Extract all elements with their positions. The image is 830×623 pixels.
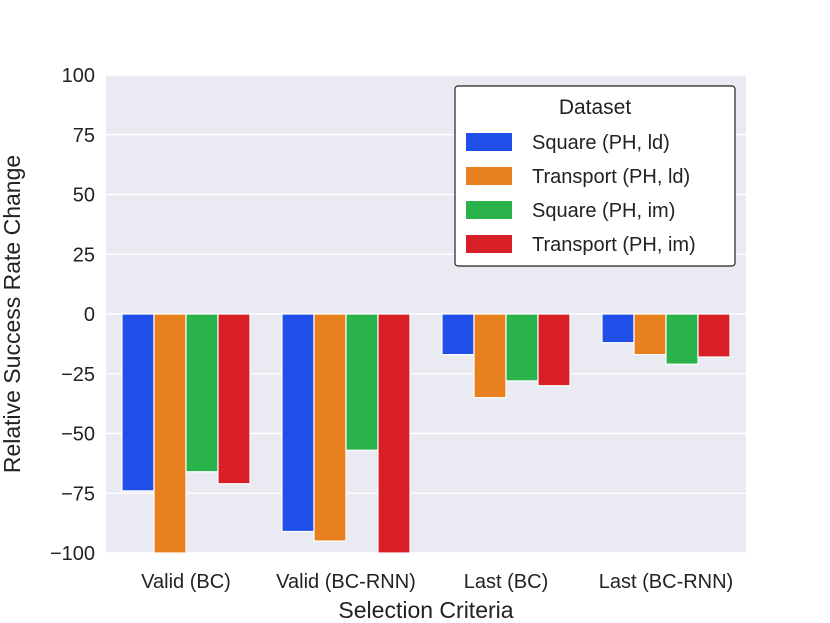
bar (665, 313, 699, 365)
bar (217, 313, 251, 485)
x-tick-labels: Valid (BC) Valid (BC-RNN) Last (BC) Last (B… (141, 571, 733, 593)
bar (345, 313, 379, 451)
legend-entry-label: Transport (PH, im) (532, 234, 696, 256)
bars (121, 313, 731, 554)
y-tick-label: −25 (61, 364, 95, 386)
bar (281, 313, 315, 533)
legend-entry-label: Square (PH, im) (532, 200, 675, 222)
legend-box (454, 85, 736, 267)
bar (537, 313, 571, 387)
legend-swatch (466, 235, 512, 253)
y-tick-label: 0 (84, 304, 95, 326)
legend-swatch (466, 133, 512, 151)
bar (153, 313, 187, 554)
legend: Dataset Square (PH, ld) Transport (PH, ld… (454, 85, 736, 267)
x-tick-label: Valid (BC) (141, 571, 231, 593)
bar (121, 313, 155, 492)
x-tick-label: Valid (BC-RNN) (276, 571, 416, 593)
bar (377, 313, 411, 554)
bar (601, 313, 635, 344)
bar (633, 313, 667, 356)
y-tick-label: 50 (73, 185, 95, 207)
y-axis-title: Relative Success Rate Change (0, 155, 25, 473)
y-tick-label: −100 (50, 543, 95, 565)
y-tick-labels: 100 75 50 25 0 −25 −50 −75 −100 (50, 65, 95, 565)
x-tick-label: Last (BC-RNN) (599, 571, 733, 593)
y-tick-label: −75 (61, 483, 95, 505)
x-tick-label: Last (BC) (464, 571, 548, 593)
bar (697, 313, 731, 358)
bar (185, 313, 219, 473)
y-tick-label: −50 (61, 424, 95, 446)
legend-swatch (466, 201, 512, 219)
legend-entry-label: Square (PH, ld) (532, 132, 670, 154)
y-tick-label: 25 (73, 244, 95, 266)
y-tick-label: 75 (73, 125, 95, 147)
legend-entry-label: Transport (PH, ld) (532, 166, 690, 188)
legend-swatch (466, 167, 512, 185)
x-axis-title: Selection Criteria (338, 597, 513, 623)
y-tick-label: 100 (62, 65, 95, 87)
bar (313, 313, 347, 542)
bar (505, 313, 539, 382)
bar (441, 313, 475, 356)
legend-title: Dataset (559, 96, 632, 119)
bar (473, 313, 507, 399)
gridlines (106, 74, 746, 554)
